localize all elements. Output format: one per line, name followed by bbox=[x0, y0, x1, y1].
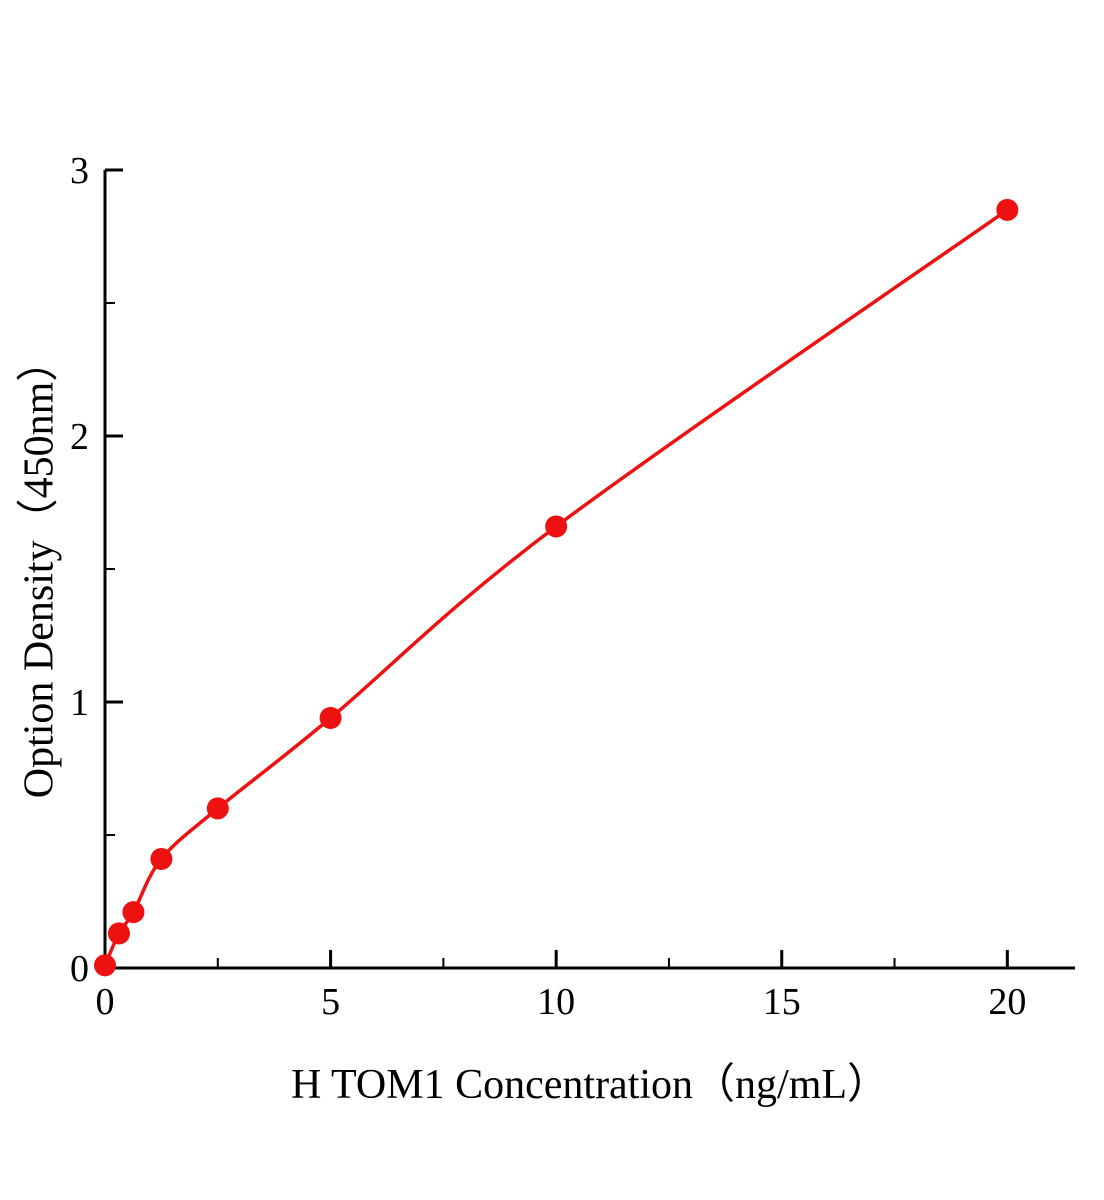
data-point-marker bbox=[996, 198, 1019, 221]
x-tick-label: 15 bbox=[763, 981, 801, 1023]
y-tick-label: 2 bbox=[70, 416, 89, 458]
x-tick-label: 0 bbox=[96, 981, 115, 1023]
data-point-marker bbox=[150, 847, 173, 870]
data-point-marker bbox=[319, 706, 342, 729]
x-tick-label: 10 bbox=[537, 981, 575, 1023]
x-tick-label: 20 bbox=[988, 981, 1026, 1023]
x-axis-label: H TOM1 Concentration（ng/mL） bbox=[290, 1062, 890, 1108]
y-axis-label: Option Density（450nm） bbox=[16, 339, 63, 799]
data-point-marker bbox=[94, 954, 116, 977]
fit-curve bbox=[103, 208, 1010, 968]
y-tick-label: 1 bbox=[70, 682, 89, 724]
y-tick-label: 3 bbox=[70, 150, 89, 192]
y-tick-label: 0 bbox=[70, 948, 89, 990]
data-point-marker bbox=[206, 797, 229, 820]
data-point-marker bbox=[545, 515, 568, 538]
data-point-marker bbox=[122, 901, 145, 924]
data-point-marker bbox=[107, 922, 130, 945]
x-tick-label: 5 bbox=[321, 981, 340, 1023]
